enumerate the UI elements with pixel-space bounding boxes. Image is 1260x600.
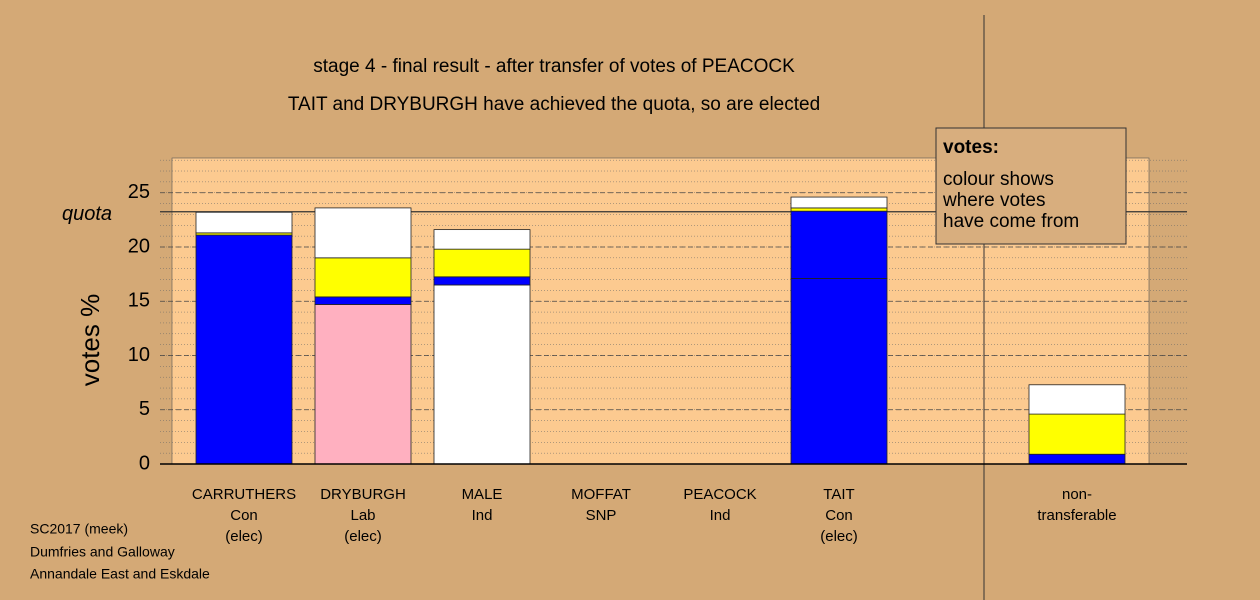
- bar-segment: [314, 304, 412, 465]
- x-tick-label: PEACOCK: [683, 486, 756, 503]
- x-tick-label: non-: [1062, 486, 1092, 503]
- bar-segment: [433, 248, 531, 278]
- chart-title: stage 4 - final result - after transfer …: [313, 56, 795, 77]
- bar-segment: [433, 276, 531, 286]
- x-tick-label: DRYBURGH: [320, 486, 406, 503]
- x-tick-label: MALE: [462, 486, 503, 503]
- bar-segment: [790, 196, 888, 209]
- bar-segment: [790, 207, 888, 212]
- footer-text: SC2017 (meek): [30, 521, 128, 537]
- y-tick-label: 10: [128, 344, 150, 366]
- x-tick-label: SNP: [586, 507, 617, 524]
- bar-segment: [433, 284, 531, 465]
- bar-segment: [790, 278, 888, 465]
- legend-text: colour shows: [943, 169, 1054, 190]
- y-tick-label: 5: [139, 398, 150, 420]
- x-tick-label: Con: [825, 507, 853, 524]
- x-tick-label: (elec): [344, 528, 382, 545]
- bar-segment: [1028, 453, 1126, 465]
- x-tick-label: Con: [230, 507, 258, 524]
- x-tick-label: CARRUTHERS: [192, 486, 296, 503]
- y-tick-label: 15: [128, 290, 150, 312]
- legend-box: [935, 127, 1127, 245]
- bar-segment: [433, 229, 531, 250]
- bar-segment: [790, 210, 888, 279]
- footer-text: Annandale East and Eskdale: [30, 566, 210, 582]
- quota-label: quota: [62, 203, 112, 225]
- y-tick-label: 20: [128, 235, 150, 257]
- x-tick-label: MOFFAT: [571, 486, 631, 503]
- marks: 0 5 10 15 20 25 quota CARRUTHERS Con (elec) DRYBUR…: [62, 159, 1187, 545]
- legend-title: votes:: [943, 137, 999, 158]
- x-tick-label: Lab: [350, 507, 375, 524]
- y-axis-label: votes %: [75, 294, 105, 387]
- bar-segment: [195, 234, 293, 465]
- footer-text: Dumfries and Galloway: [30, 544, 175, 560]
- legend-text: have come from: [943, 211, 1079, 232]
- y-tick-label: 25: [128, 181, 150, 203]
- x-tick-label: (elec): [225, 528, 263, 545]
- x-tick-label: (elec): [820, 528, 858, 545]
- bar-segment: [314, 296, 412, 305]
- x-tick-label: transferable: [1037, 507, 1116, 524]
- x-tick-label: Ind: [472, 507, 493, 524]
- legend-text: where votes: [942, 190, 1045, 211]
- bar-segment: [195, 211, 293, 234]
- x-tick-label: TAIT: [823, 486, 854, 503]
- bar-segment: [1028, 413, 1126, 455]
- bar-segment: [1028, 384, 1126, 415]
- bar-segment: [314, 207, 412, 259]
- chart-subtitle: TAIT and DRYBURGH have achieved the quot…: [288, 94, 820, 115]
- x-tick-label: Ind: [710, 507, 731, 524]
- y-tick-label: 0: [139, 452, 150, 474]
- bar-segment: [314, 257, 412, 298]
